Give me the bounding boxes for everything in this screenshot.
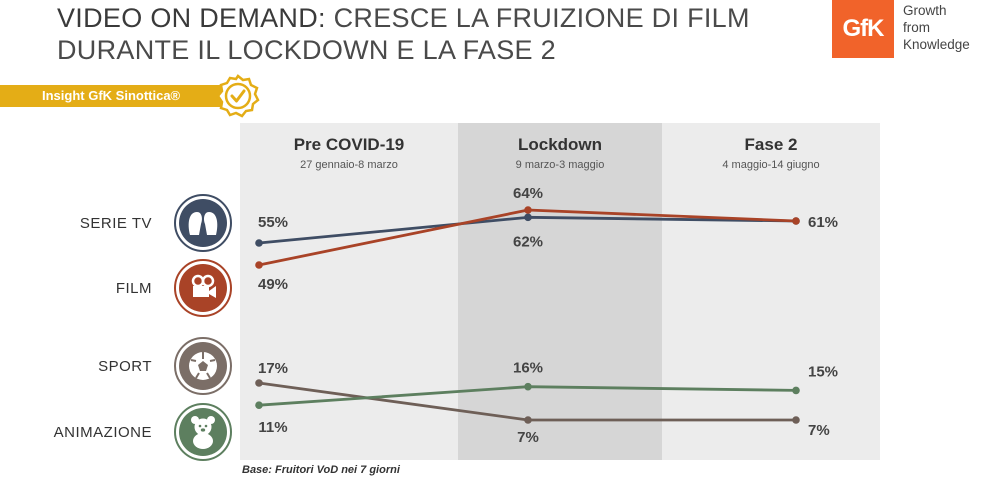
data-label: 11% bbox=[258, 419, 287, 436]
period-header: Lockdown bbox=[518, 135, 602, 154]
data-label: 15% bbox=[808, 363, 838, 380]
data-label: 64% bbox=[513, 185, 543, 202]
base-note: Base: Fruitori VoD nei 7 giorni bbox=[242, 464, 400, 476]
data-point bbox=[792, 416, 800, 424]
data-point bbox=[792, 217, 800, 225]
gfk-logo: GfK bbox=[832, 0, 894, 58]
ball-seams bbox=[190, 352, 216, 379]
data-point bbox=[792, 386, 800, 395]
data-point bbox=[255, 401, 263, 410]
tagline-line: from bbox=[903, 20, 930, 35]
period-dates: 9 marzo-3 maggio bbox=[516, 159, 605, 171]
logo-mark: GfK bbox=[842, 15, 885, 42]
two-faces-icon-bg bbox=[179, 199, 227, 247]
face-left bbox=[188, 212, 202, 235]
data-label: 7% bbox=[517, 429, 539, 446]
data-point bbox=[524, 416, 532, 424]
data-point bbox=[255, 379, 263, 387]
bear-nose bbox=[200, 428, 206, 432]
logo-tagline: Growth from Knowledge bbox=[903, 2, 970, 53]
period-dates: 27 gennaio-8 marzo bbox=[300, 159, 398, 171]
tagline-line: Growth bbox=[903, 3, 947, 18]
bear-eye bbox=[204, 424, 208, 428]
series-label: ANIMAZIONE bbox=[54, 424, 152, 441]
page-title: VIDEO ON DEMAND: CRESCE LA FRUIZIONE DI … bbox=[57, 2, 797, 66]
period-header: Fase 2 bbox=[745, 135, 798, 154]
series-label: SPORT bbox=[98, 358, 152, 375]
check-badge-icon bbox=[216, 74, 260, 118]
series-label: FILM bbox=[116, 280, 152, 297]
period-column bbox=[458, 123, 662, 460]
banner-label: Insight GfK Sinottica® bbox=[42, 88, 181, 103]
data-point bbox=[255, 239, 263, 247]
period-dates: 4 maggio-14 giugno bbox=[722, 159, 819, 171]
data-point bbox=[524, 213, 532, 222]
teddy-bear-icon bbox=[179, 408, 227, 456]
series-label: SERIE TV bbox=[80, 215, 152, 232]
data-point bbox=[524, 206, 532, 214]
camera-body bbox=[193, 286, 209, 297]
ball-patch bbox=[198, 361, 208, 371]
title-strong: VIDEO ON DEMAND: bbox=[57, 3, 326, 33]
title-rest: CRESCE LA FRUIZIONE DI FILM DURANTE IL L… bbox=[57, 3, 750, 65]
two-faces-icon bbox=[179, 199, 227, 247]
data-point bbox=[524, 382, 532, 391]
bear-eye bbox=[198, 424, 202, 428]
bear-head bbox=[194, 418, 212, 436]
insight-banner: Insight GfK Sinottica® bbox=[0, 85, 230, 107]
period-column bbox=[662, 123, 880, 460]
tagline-line: Knowledge bbox=[903, 37, 970, 52]
movie-camera-icon bbox=[179, 264, 227, 312]
camera-lens bbox=[209, 286, 216, 298]
data-label: 62% bbox=[513, 233, 543, 250]
data-label: 7% bbox=[808, 422, 830, 439]
data-label: 16% bbox=[513, 360, 543, 377]
period-header: Pre COVID-19 bbox=[294, 135, 405, 154]
face-right bbox=[204, 212, 218, 235]
soccer-ball-icon bbox=[179, 342, 227, 390]
bear-body bbox=[193, 433, 213, 449]
data-label: 17% bbox=[258, 360, 288, 377]
data-point bbox=[255, 261, 263, 269]
data-label: 61% bbox=[808, 214, 838, 231]
data-label: 49% bbox=[258, 276, 288, 293]
data-label: 55% bbox=[258, 214, 288, 231]
